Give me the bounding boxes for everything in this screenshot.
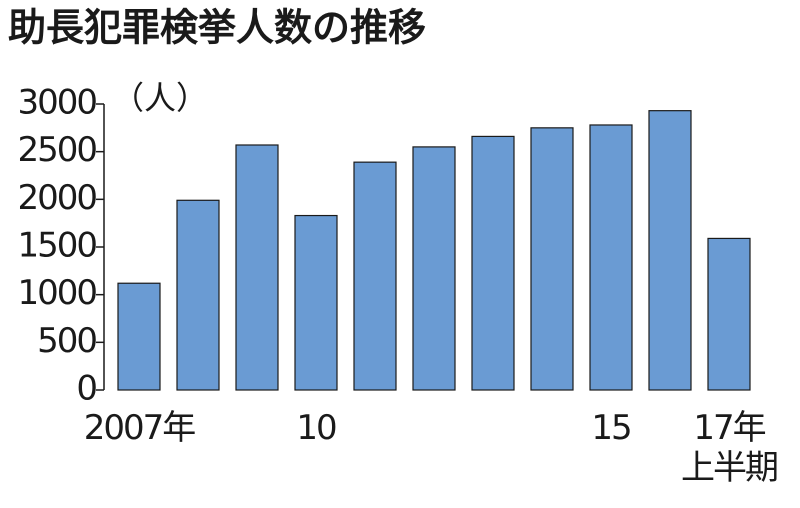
bar — [117, 282, 161, 391]
bar — [530, 127, 574, 391]
bar — [471, 135, 515, 391]
x-tick-label: 10 — [296, 408, 337, 448]
bar — [176, 199, 220, 391]
bar — [648, 110, 692, 391]
bar — [235, 144, 279, 391]
y-tick-label: 3000 — [17, 83, 96, 123]
bar — [412, 146, 456, 391]
y-tick-label: 0 — [76, 369, 96, 409]
bar — [353, 161, 397, 391]
x-tick-label: 15 — [591, 408, 632, 448]
bar — [707, 237, 751, 391]
y-tick-label: 1000 — [17, 273, 96, 313]
bar — [589, 124, 633, 391]
x-tick-label: 2007年 — [83, 408, 197, 448]
x-tick-label: 17年 上半期 — [681, 408, 779, 488]
y-tick-label: 500 — [37, 321, 96, 361]
chart-title: 助長犯罪検挙人数の推移 — [8, 6, 426, 50]
y-axis-label: （人） — [112, 79, 208, 117]
y-tick-label: 2000 — [17, 178, 96, 218]
bar — [294, 214, 338, 391]
y-tick-label: 1500 — [17, 226, 96, 266]
y-tick-label: 2500 — [17, 130, 96, 170]
